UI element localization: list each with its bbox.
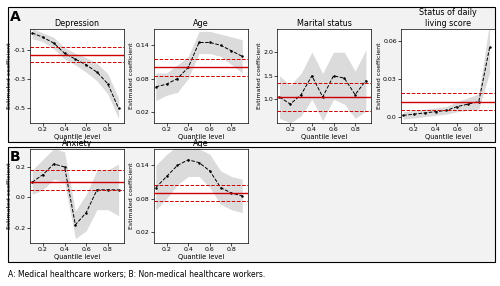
Y-axis label: Estimated coefficient: Estimated coefficient [130, 43, 134, 109]
Y-axis label: Estimated coefficient: Estimated coefficient [8, 43, 12, 109]
X-axis label: Quantile level: Quantile level [54, 134, 100, 140]
Title: Anxiety: Anxiety [62, 139, 92, 148]
X-axis label: Quantile level: Quantile level [178, 134, 224, 140]
Title: Age: Age [193, 19, 208, 28]
Y-axis label: Estimated coefficient: Estimated coefficient [257, 43, 262, 109]
Title: Status of daily
living score: Status of daily living score [419, 8, 477, 28]
Y-axis label: Estimated coefficient: Estimated coefficient [130, 163, 134, 229]
Text: B: B [10, 150, 20, 164]
X-axis label: Quantile level: Quantile level [425, 134, 471, 140]
Y-axis label: Estimated coefficient: Estimated coefficient [8, 163, 12, 229]
X-axis label: Quantile level: Quantile level [54, 254, 100, 260]
Text: A: Medical healthcare workers; B: Non-medical healthcare workers.: A: Medical healthcare workers; B: Non-me… [8, 270, 265, 279]
X-axis label: Quantile level: Quantile level [301, 134, 348, 140]
Text: A: A [10, 10, 21, 24]
Title: Marital status: Marital status [297, 19, 352, 28]
Y-axis label: Estimated coefficient: Estimated coefficient [376, 43, 382, 109]
X-axis label: Quantile level: Quantile level [178, 254, 224, 260]
Title: Depression: Depression [54, 19, 100, 28]
Title: Age: Age [193, 139, 208, 148]
